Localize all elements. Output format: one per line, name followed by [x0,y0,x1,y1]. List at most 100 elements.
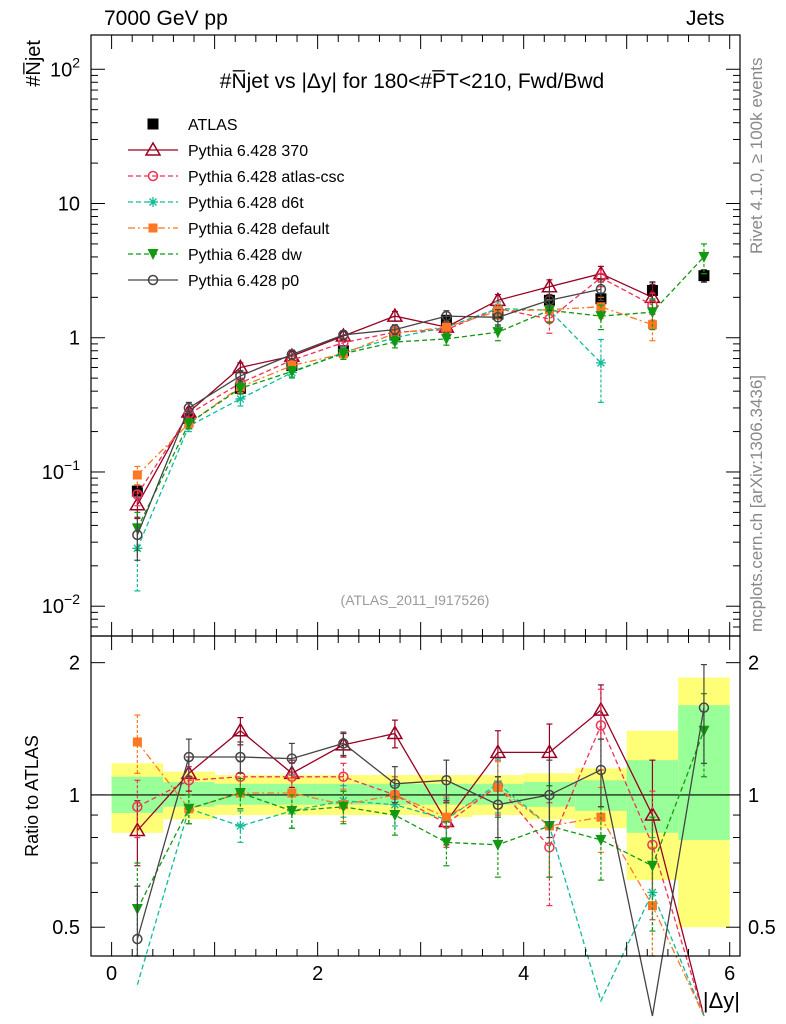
main-point-d6t [595,357,606,368]
main-ytick-exponent: 2 [72,54,80,70]
ratio-series-default [132,714,705,1017]
legend-label-dw: Pythia 6.428 dw [188,247,302,264]
main-ytick-label: 10−1 [42,457,80,484]
main-point-dw [698,251,710,263]
ratio-y-axis-label: Ratio to ATLAS [22,735,42,857]
ratio-point-dw [234,788,246,800]
main-point-p370 [386,307,404,322]
ratio-ytick-label-left: 1 [69,785,80,807]
main-line-d6t [136,307,602,549]
main-point-p0 [492,312,504,323]
main-ytick-label: 102 [50,54,80,81]
ratio-point-dw [286,805,298,817]
main-point-p0 [235,370,246,382]
main-point-default [287,361,297,371]
ratio-point-p0 [595,764,607,776]
ratio-point-dw [389,810,401,822]
ratio-line-dw [136,730,705,910]
ratio-point-p0 [132,933,143,945]
legend-item-atlas_csc: Pythia 6.428 atlas-csc [128,169,345,186]
main-ytick-label: 1 [69,328,80,350]
legend-marker-atlas_csc [147,170,159,182]
ratio-line-p0 [136,707,705,1017]
legend-label-d6t: Pythia 6.428 d6t [188,195,304,212]
ratio-series-p0 [132,663,710,1017]
main-point-dw [234,383,246,395]
analysis-watermark: (ATLAS_2011_I917526) [341,592,490,608]
ratio-point-p0 [235,751,246,763]
main-series-atlas [131,269,710,499]
ratio-point-dw [646,860,658,872]
main-line-p0 [136,288,602,536]
ratio-point-p0 [698,702,710,713]
main-point-atlas [698,270,710,282]
ratio-point-p0 [441,775,452,786]
ratio-ytick-label-right: 2 [748,653,759,675]
main-point-p0 [286,349,298,360]
ratio-point-p0 [338,738,349,749]
main-point-p370 [129,496,146,511]
ratio-point-default [287,788,297,798]
ratio-band-inner-4 [317,783,370,805]
main-y-axis-label: #N̅jet [22,40,45,87]
legend-item-default: Pythia 6.428 default [128,221,330,238]
xtick-label: 2 [312,963,323,985]
main-point-p370 [592,265,610,280]
header-left-label: 7000 GeV pp [104,7,228,30]
main-point-p0 [183,402,195,414]
main-point-p0 [132,529,143,541]
legend-item-p0: Pythia 6.428 p0 [128,273,299,290]
main-point-p0 [595,283,607,295]
legend-label-p0: Pythia 6.428 p0 [188,273,299,290]
main-point-default [441,322,451,332]
ratio-point-p370 [232,722,249,737]
legend-item-p370: Pythia 6.428 370 [128,141,308,160]
ratio-point-dw [183,803,195,815]
ratio-line-d6t [136,782,705,1017]
main-series-dw [131,243,710,552]
ratio-ytick-label-left: 0.5 [52,917,80,939]
main-point-p370 [644,288,661,304]
main-point-dw [595,311,607,323]
ratio-point-dw [337,801,349,813]
ratio-line-p370 [136,709,705,1017]
ratio-point-default [441,812,451,822]
ratio-ytick-label-left: 2 [69,653,80,675]
ratio-point-p0 [389,778,401,790]
ratio-ytick-label-right: 0.5 [748,917,776,939]
chart-title: #N̅jet vs |Δy| for 180<#P̅T<210, Fwd/Bwd [220,70,604,93]
ratio-point-p370 [386,724,404,740]
main-point-p0 [441,310,452,322]
main-series-atlas_csc [132,269,658,507]
main-point-dw [440,333,452,345]
ratio-series-dw [131,693,710,957]
xtick-label: 4 [518,963,529,985]
ratio-point-atlas_csc [595,720,607,731]
ratio-point-atlas_csc [132,801,143,813]
main-point-p0 [338,329,349,341]
xtick-label: 6 [724,963,735,985]
main-point-dw [389,336,401,348]
x-axis-label: |Δy| [703,988,740,1013]
main-series-p0 [132,279,607,561]
ratio-point-dw [595,834,607,846]
ratio-frame [90,635,741,957]
main-point-dw [286,366,298,378]
legend-marker-default [148,223,158,233]
legend-label-p370: Pythia 6.428 370 [188,143,308,160]
ratio-point-p0 [492,799,504,810]
main-point-d6t [235,393,246,404]
ratio-point-dw [492,839,504,851]
ratio-point-p0 [286,753,298,764]
ratio-point-atlas_csc [338,771,349,783]
legend-label-default: Pythia 6.428 default [188,221,330,238]
mcplots-label: mcplots.cern.ch [arXiv:1306.3436] [747,374,766,632]
ratio-ytick-label-right: 1 [748,785,759,807]
main-ytick-label: 10 [58,194,80,216]
header-right-label: Jets [686,7,725,30]
main-line-dw [136,256,705,529]
main-ytick-exponent: −1 [64,457,80,473]
ratio-line-atlas_csc [137,723,705,1017]
main-point-default [132,470,142,480]
